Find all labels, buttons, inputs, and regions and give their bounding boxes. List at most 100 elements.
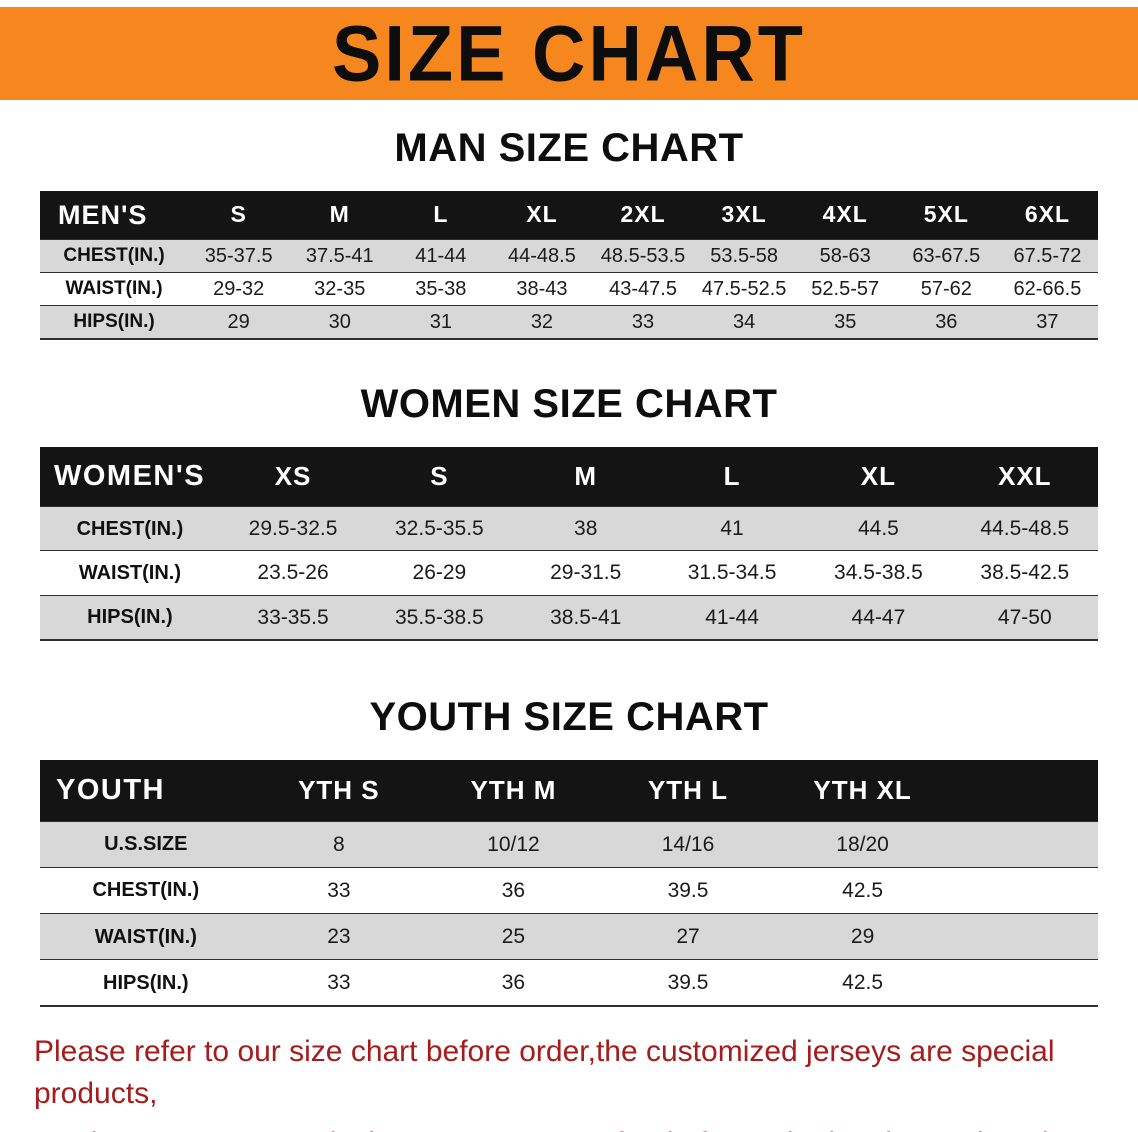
women-size-table: WOMEN'S XS S M L XL XXL CHEST(IN.) 29.5-32.5 32.5… xyxy=(40,447,1098,641)
row-label: WAIST(IN.) xyxy=(78,561,182,584)
size-value-cell: 33 xyxy=(631,311,655,334)
size-value-cell: 29 xyxy=(850,924,875,948)
size-value-cell: 62-66.5 xyxy=(1013,278,1082,301)
size-value-cell: 32-35 xyxy=(314,278,366,301)
measurement-row: WAIST(IN.) 29-32 32-35 35-38 38-43 43-47.5 47.… xyxy=(40,272,1098,306)
table-header-row: WOMEN'S XS S M L XL XXL xyxy=(40,447,1098,507)
size-value-cell: 10/12 xyxy=(487,832,540,856)
size-value-cell: 23 xyxy=(327,924,351,948)
man-size-chart-section: MAN SIZE CHART MEN'S S M L XL 2XL 3XL 4XL 5XL 6XL… xyxy=(0,126,1138,341)
youth-size-chart-section: YOUTH SIZE CHART YOUTH YTH S YTH M YTH L YTH… xyxy=(0,695,1138,1008)
size-column-header: 4XL xyxy=(794,191,896,240)
row-label: CHEST(IN.) xyxy=(63,244,165,266)
size-value-cell: 41-44 xyxy=(705,605,759,629)
row-label: HIPS(IN.) xyxy=(73,310,155,332)
size-value-cell: 47.5-52.5 xyxy=(701,278,787,301)
women-size-chart-section: WOMEN SIZE CHART WOMEN'S XS S M L XL XXL CHEST(… xyxy=(0,382,1138,641)
size-value-cell: 29 xyxy=(227,311,250,334)
man-size-chart-heading: MAN SIZE CHART xyxy=(394,126,744,170)
row-label: U.S.SIZE xyxy=(104,833,188,856)
table-title-cell: WOMEN'S xyxy=(40,447,220,507)
size-value-cell: 36 xyxy=(935,311,958,334)
size-column-header: L xyxy=(658,447,806,507)
size-column-header: 5XL xyxy=(895,191,997,240)
size-value-cell: 33-35.5 xyxy=(257,605,329,629)
size-value-cell: 35 xyxy=(834,311,857,334)
measurement-row: WAIST(IN.) 23.5-26 26-29 29-31.5 31.5-34.5 34… xyxy=(40,550,1098,595)
size-value-cell: 36 xyxy=(501,971,526,995)
row-label: HIPS(IN.) xyxy=(87,606,173,629)
women-size-chart-heading: WOMEN SIZE CHART xyxy=(360,382,778,427)
size-value-cell: 39.5 xyxy=(667,878,709,902)
measurement-row: CHEST(IN.) 35-37.5 37.5-41 41-44 44-48.5 48.5… xyxy=(40,239,1098,273)
measurement-row: CHEST(IN.) 29.5-32.5 32.5-35.5 38 41 44.5 44.5… xyxy=(40,506,1098,551)
disclaimer-line-2: we don't accept cancel, change, teturn o… xyxy=(34,1123,1104,1132)
size-value-cell: 47-50 xyxy=(997,605,1052,629)
measurement-row: HIPS(IN.) 33 36 39.5 42.5 xyxy=(40,959,1098,1007)
size-value-cell: 35-37.5 xyxy=(204,245,273,268)
size-value-cell: 63-67.5 xyxy=(912,245,981,268)
size-chart-banner: SIZE CHART xyxy=(0,7,1138,100)
measurement-row: U.S.SIZE 8 10/12 14/16 18/20 xyxy=(40,821,1098,868)
size-column-header: 3XL xyxy=(693,191,795,240)
spacer-cell xyxy=(949,759,1098,822)
disclaimer-note: Please refer to our size chart before or… xyxy=(0,1031,1138,1132)
table-header-row: MEN'S S M L XL 2XL 3XL 4XL 5XL 6XL xyxy=(40,191,1098,240)
size-value-cell: 48.5-53.5 xyxy=(600,245,686,268)
size-column-header: YTH L xyxy=(600,759,776,822)
size-value-cell: 44-48.5 xyxy=(508,245,576,268)
size-column-header: YTH XL xyxy=(775,759,950,822)
size-value-cell: 39.5 xyxy=(667,971,709,995)
size-value-cell: 58-63 xyxy=(819,245,871,268)
size-value-cell: 8 xyxy=(333,832,345,856)
size-column-header: XL xyxy=(805,447,952,507)
size-column-header: 2XL xyxy=(592,191,694,240)
size-value-cell: 44.5-48.5 xyxy=(980,517,1070,541)
size-value-cell: 36 xyxy=(501,878,526,902)
size-value-cell: 31 xyxy=(429,311,452,334)
size-value-cell: 31.5-34.5 xyxy=(687,561,777,585)
size-value-cell: 23.5-26 xyxy=(257,561,329,585)
size-column-header: YTH M xyxy=(426,759,601,822)
spacer-cell xyxy=(950,867,1098,913)
size-value-cell: 57-62 xyxy=(920,278,972,301)
measurement-row: HIPS(IN.) 29 30 31 32 33 34 35 36 37 xyxy=(40,305,1098,340)
size-value-cell: 38 xyxy=(574,517,598,541)
size-column-header: XXL xyxy=(951,447,1098,507)
size-value-cell: 42.5 xyxy=(842,878,884,902)
size-value-cell: 29-31.5 xyxy=(550,561,622,585)
size-value-cell: 32 xyxy=(530,311,554,334)
size-column-header: M xyxy=(512,447,659,507)
size-column-header: 6XL xyxy=(996,191,1098,240)
size-value-cell: 42.5 xyxy=(842,971,884,995)
banner-title: SIZE CHART xyxy=(332,8,806,97)
size-value-cell: 29.5-32.5 xyxy=(248,517,338,541)
row-label: CHEST(IN.) xyxy=(76,517,184,540)
size-value-cell: 25 xyxy=(501,924,526,948)
size-value-cell: 35-38 xyxy=(415,278,467,301)
size-value-cell: 33 xyxy=(327,878,351,902)
row-label: WAIST(IN.) xyxy=(94,925,197,948)
disclaimer-line-1: Please refer to our size chart before or… xyxy=(34,1035,1055,1111)
size-column-header: S xyxy=(188,191,290,240)
size-value-cell: 34 xyxy=(733,311,756,334)
row-label: WAIST(IN.) xyxy=(65,277,163,299)
table-title-cell: MEN'S xyxy=(40,191,189,240)
size-column-header: L xyxy=(390,191,492,240)
size-column-header: XS xyxy=(219,447,367,507)
size-value-cell: 41-44 xyxy=(415,245,467,268)
measurement-row: HIPS(IN.) 33-35.5 35.5-38.5 38.5-41 41-44 44-… xyxy=(40,595,1098,640)
size-value-cell: 53.5-58 xyxy=(710,245,779,268)
size-value-cell: 44.5 xyxy=(857,517,899,541)
size-column-header: YTH S xyxy=(251,759,427,822)
size-value-cell: 43-47.5 xyxy=(609,278,677,301)
size-value-cell: 41 xyxy=(720,517,744,541)
row-label: HIPS(IN.) xyxy=(103,971,189,994)
size-value-cell: 37 xyxy=(1036,311,1059,334)
size-value-cell: 14/16 xyxy=(661,832,715,856)
youth-size-chart-heading: YOUTH SIZE CHART xyxy=(369,694,769,739)
size-value-cell: 38.5-42.5 xyxy=(980,561,1070,585)
size-column-header: M xyxy=(289,191,391,240)
size-value-cell: 27 xyxy=(676,924,700,948)
size-value-cell: 29-32 xyxy=(213,278,265,301)
